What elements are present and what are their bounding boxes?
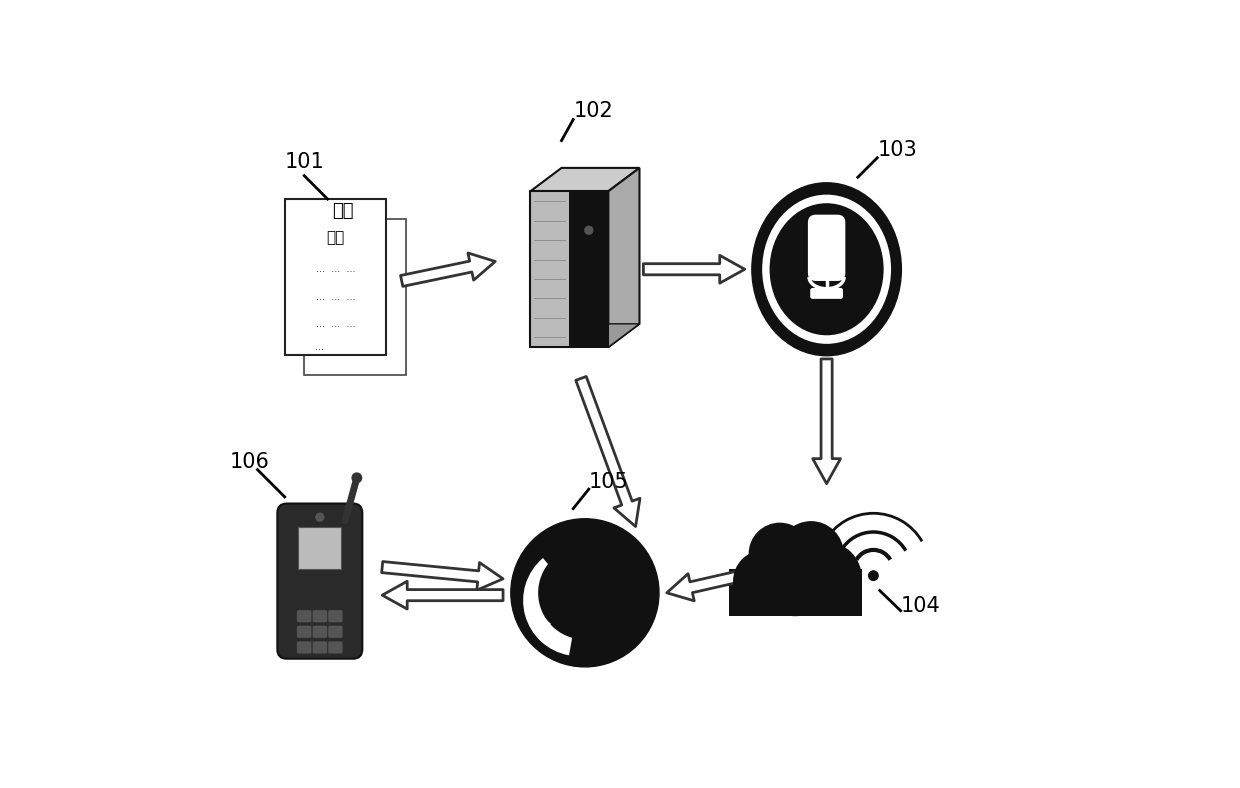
Text: 102: 102 [573, 101, 613, 121]
Circle shape [733, 550, 795, 612]
FancyBboxPatch shape [278, 504, 362, 659]
FancyBboxPatch shape [329, 610, 342, 623]
Text: 103: 103 [877, 140, 918, 160]
Polygon shape [531, 191, 609, 348]
FancyBboxPatch shape [312, 641, 327, 653]
Circle shape [315, 512, 325, 522]
FancyBboxPatch shape [299, 526, 341, 570]
FancyBboxPatch shape [329, 626, 342, 638]
Circle shape [538, 546, 631, 640]
Text: ...: ... [315, 342, 325, 352]
Ellipse shape [753, 184, 900, 355]
Polygon shape [531, 324, 640, 348]
Polygon shape [569, 191, 609, 348]
Circle shape [868, 571, 879, 581]
FancyBboxPatch shape [329, 641, 342, 653]
Text: ...  ...  ...: ... ... ... [316, 264, 355, 274]
FancyBboxPatch shape [312, 626, 327, 638]
Circle shape [779, 521, 843, 586]
Text: 105: 105 [589, 471, 629, 492]
FancyBboxPatch shape [296, 641, 311, 653]
Ellipse shape [770, 203, 884, 335]
Text: ...  ...  ...: ... ... ... [316, 292, 355, 302]
Polygon shape [531, 168, 640, 191]
Ellipse shape [763, 195, 892, 344]
Circle shape [753, 530, 838, 616]
FancyBboxPatch shape [285, 199, 386, 355]
Circle shape [511, 519, 658, 667]
FancyBboxPatch shape [729, 570, 862, 616]
FancyBboxPatch shape [810, 288, 843, 299]
Circle shape [791, 542, 862, 612]
Polygon shape [609, 168, 640, 348]
FancyBboxPatch shape [808, 214, 846, 281]
Text: 资讯: 资讯 [332, 202, 353, 220]
Text: ...  ...  ...: ... ... ... [316, 319, 355, 329]
Text: 104: 104 [900, 597, 940, 616]
Text: 106: 106 [231, 452, 270, 472]
Wedge shape [523, 558, 579, 656]
Text: 101: 101 [285, 152, 325, 172]
Text: 新闻: 新闻 [326, 231, 345, 246]
FancyBboxPatch shape [296, 610, 311, 623]
FancyBboxPatch shape [304, 218, 405, 374]
FancyBboxPatch shape [296, 626, 311, 638]
Circle shape [584, 225, 594, 235]
FancyBboxPatch shape [312, 610, 327, 623]
Circle shape [351, 472, 362, 483]
Circle shape [749, 522, 811, 585]
